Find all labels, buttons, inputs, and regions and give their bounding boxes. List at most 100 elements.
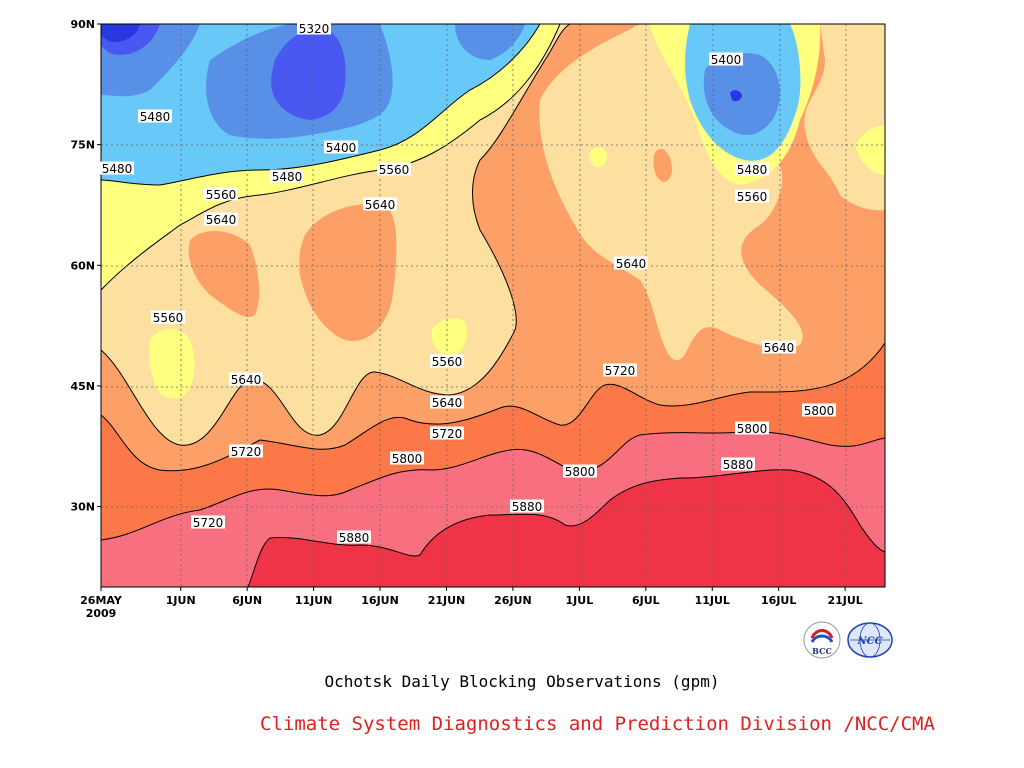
- contour-label: 5880: [723, 458, 754, 472]
- contour-label-bg: [363, 197, 397, 211]
- band-lt5320: [101, 24, 140, 42]
- contour-label: 5560: [432, 355, 463, 369]
- contour-label-bg: [762, 340, 796, 354]
- contour-label: 5640: [231, 373, 262, 387]
- contour-label-bg: [735, 162, 769, 176]
- band-5720-5800: [299, 203, 397, 341]
- contour-label-bg: [430, 354, 464, 368]
- contour-labels: 5320 5480 5400 5480 5560 5480 5400 5560 5640 5640…: [100, 21, 836, 545]
- credit-line: Climate System Diagnostics and Predictio…: [260, 713, 935, 735]
- plot-frame: [100, 23, 886, 588]
- svg-text:BCC: BCC: [812, 646, 832, 656]
- band-5320-5400: [271, 28, 346, 120]
- contour-label-bg: [270, 169, 304, 183]
- x-tick-label: 16JUL: [761, 594, 796, 607]
- x-tick-label: 21JUL: [827, 594, 862, 607]
- band-5560-5640: [148, 328, 195, 399]
- contour-label-bg: [709, 52, 743, 66]
- contour-label-bg: [377, 162, 411, 176]
- ncc-logo-icon: NCC: [846, 620, 894, 660]
- band-lt5320: [730, 90, 742, 102]
- y-tick-label: 75N: [70, 139, 95, 152]
- y-axis: 30N 45N 60N 75N 90N: [70, 18, 101, 514]
- contour-label: 5560: [737, 190, 768, 204]
- contour-label-bg: [802, 403, 836, 417]
- contour-label-bg: [151, 310, 185, 324]
- x-tick-label: 1JUL: [566, 594, 594, 607]
- contour-label: 5480: [737, 163, 768, 177]
- contour-label: 5800: [804, 404, 835, 418]
- band-5720-5800: [653, 148, 672, 182]
- contour-label-bg: [204, 212, 238, 226]
- contour-label-bg: [337, 530, 371, 544]
- contour-label-bg: [229, 444, 263, 458]
- contour-label-bg: [229, 372, 263, 386]
- contour-label-bg: [510, 499, 544, 513]
- band-gt5960: [248, 469, 885, 587]
- contour-label-bg: [138, 109, 172, 123]
- contour-label: 5640: [365, 198, 396, 212]
- contour-label: 5720: [605, 364, 636, 378]
- contour-label: 5880: [512, 500, 543, 514]
- contour-label-bg: [603, 363, 637, 377]
- contour-label: 5800: [737, 422, 768, 436]
- band-5560-5640: [589, 147, 607, 168]
- contour-label: 5880: [339, 531, 370, 545]
- contour-label: 5640: [432, 396, 463, 410]
- contour-label-bg: [324, 140, 358, 154]
- y-tick-label: 30N: [70, 501, 95, 514]
- contour-label-bg: [735, 189, 769, 203]
- contour-label-bg: [721, 457, 755, 471]
- contour-label: 5720: [193, 516, 224, 530]
- x-tick-label: 11JUL: [695, 594, 730, 607]
- contour-label: 5640: [616, 257, 647, 271]
- contour-label-bg: [614, 256, 648, 270]
- x-tick-label: 6JUL: [632, 594, 660, 607]
- band-5560-5640: [432, 318, 467, 356]
- contour-label: 5560: [153, 311, 184, 325]
- x-tick-label: 21JUN: [428, 594, 466, 607]
- y-tick-label: 60N: [70, 259, 95, 272]
- band-5560-5640: [855, 125, 885, 175]
- contour-label-bg: [390, 451, 424, 465]
- y-tick-label: 45N: [70, 380, 95, 393]
- contour-label: 5640: [764, 341, 795, 355]
- contour-label-bg: [430, 395, 464, 409]
- contour-label-bg: [563, 464, 597, 478]
- x-tick-label: 6JUN: [232, 594, 262, 607]
- contour-label-bg: [100, 161, 134, 175]
- x-tick-label: 2009: [86, 607, 117, 620]
- contour-label-bg: [204, 187, 238, 201]
- contour-label: 5480: [140, 110, 171, 124]
- contour-label: 5480: [102, 162, 133, 176]
- contour-label-bg: [297, 21, 331, 35]
- x-tick-label: 26JUN: [494, 594, 532, 607]
- contour-label: 5720: [432, 427, 463, 441]
- x-tick-label: 1JUN: [166, 594, 196, 607]
- band-5400-5480: [703, 53, 780, 135]
- contour-label: 5320: [299, 22, 330, 36]
- contour-label: 5560: [379, 163, 410, 177]
- contour-label-bg: [191, 515, 225, 529]
- contour-label-bg: [430, 426, 464, 440]
- contour-lines: [101, 24, 885, 587]
- x-tick-label: 16JUN: [361, 594, 399, 607]
- contour-label: 5560: [206, 188, 237, 202]
- contour-label: 5400: [326, 141, 357, 155]
- band-5640-5720: [539, 24, 803, 361]
- x-tick-label: 26MAY: [80, 594, 123, 607]
- band-5720-5800: [188, 230, 260, 317]
- chart-caption: Ochotsk Daily Blocking Observations (gpm…: [324, 672, 720, 691]
- x-tick-label: 11JUN: [295, 594, 333, 607]
- contour-label-bg: [735, 421, 769, 435]
- bcc-logo-icon: BCC: [802, 620, 842, 660]
- svg-text:NCC: NCC: [856, 636, 882, 647]
- contour-label: 5720: [231, 445, 262, 459]
- contour-label: 5800: [565, 465, 596, 479]
- contour-label: 5800: [392, 452, 423, 466]
- contour-label: 5400: [711, 53, 742, 67]
- grid: [101, 24, 885, 587]
- y-tick-label: 90N: [70, 18, 95, 31]
